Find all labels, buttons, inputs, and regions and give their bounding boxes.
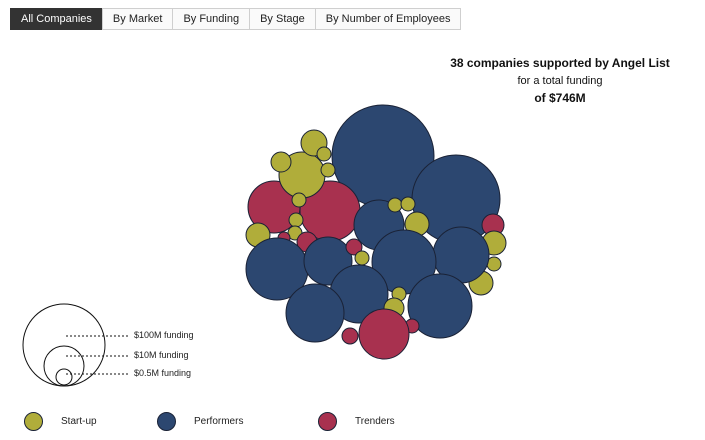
performers-company-bubble[interactable] bbox=[407, 273, 473, 339]
size-label-100m: $100M funding bbox=[134, 330, 194, 340]
tab-all-companies[interactable]: All Companies bbox=[10, 8, 103, 30]
size-legend-circles bbox=[22, 303, 130, 387]
performers-swatch-icon bbox=[157, 412, 176, 431]
tab-by-funding[interactable]: By Funding bbox=[172, 8, 251, 30]
tab-by-stage[interactable]: By Stage bbox=[249, 8, 316, 30]
tab-by-employees[interactable]: By Number of Employees bbox=[314, 8, 462, 30]
trenders-company-bubble[interactable] bbox=[358, 308, 410, 360]
startup-company-bubble[interactable] bbox=[400, 196, 416, 212]
category-legend: Start-up Performers Trenders bbox=[0, 408, 705, 436]
startup-company-bubble[interactable] bbox=[320, 162, 336, 178]
legend-item-startup[interactable]: Start-up bbox=[24, 412, 97, 431]
startup-company-bubble[interactable] bbox=[387, 197, 403, 213]
tab-by-market[interactable]: By Market bbox=[101, 8, 174, 30]
size-circle-100m bbox=[22, 303, 106, 387]
trenders-company-bubble[interactable] bbox=[345, 238, 363, 256]
trenders-company-bubble[interactable] bbox=[341, 327, 359, 345]
startup-company-bubble[interactable] bbox=[354, 250, 370, 266]
startup-company-bubble[interactable] bbox=[270, 151, 292, 173]
legend-label-trenders: Trenders bbox=[355, 416, 395, 427]
startup-company-bubble[interactable] bbox=[288, 212, 304, 228]
legend-label-startup: Start-up bbox=[61, 416, 97, 427]
startup-company-bubble[interactable] bbox=[291, 192, 307, 208]
summary-total: of $746M bbox=[534, 91, 586, 105]
size-legend: $100M funding $10M funding $0.5M funding bbox=[0, 300, 260, 400]
size-circle-05m bbox=[55, 368, 73, 386]
trenders-swatch-icon bbox=[318, 412, 337, 431]
performers-company-bubble[interactable] bbox=[285, 283, 345, 343]
legend-item-trenders[interactable]: Trenders bbox=[318, 412, 395, 431]
legend-item-performers[interactable]: Performers bbox=[157, 412, 243, 431]
size-circle-10m bbox=[43, 345, 85, 387]
legend-label-performers: Performers bbox=[194, 416, 244, 427]
summary-headline: 38 companies supported by Angel List bbox=[450, 56, 670, 70]
startup-swatch-icon bbox=[24, 412, 43, 431]
view-tabs: All Companies By Market By Funding By St… bbox=[10, 8, 462, 30]
funding-summary: 38 companies supported by Angel List for… bbox=[430, 56, 690, 105]
summary-subline: for a total funding bbox=[517, 75, 603, 87]
size-label-05m: $0.5M funding bbox=[134, 368, 192, 378]
startup-company-bubble[interactable] bbox=[316, 146, 332, 162]
size-label-10m: $10M funding bbox=[134, 350, 189, 360]
